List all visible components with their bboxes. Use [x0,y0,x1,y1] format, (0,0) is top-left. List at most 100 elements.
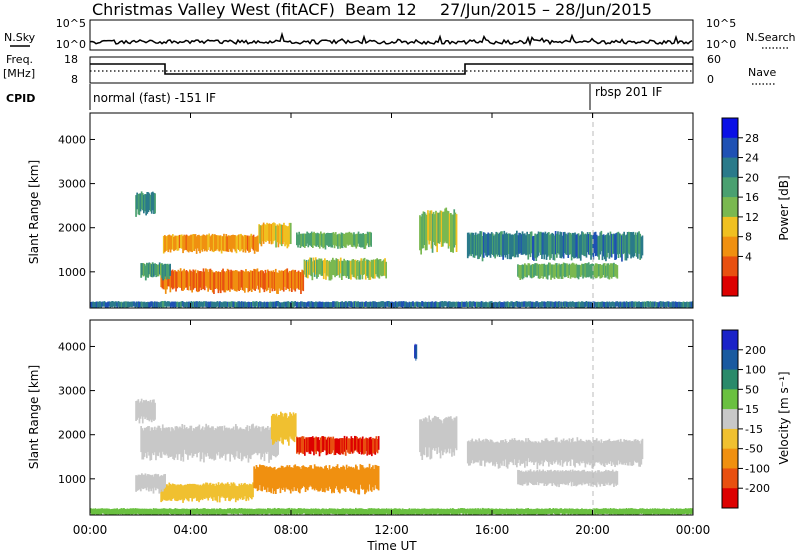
echo-cell [519,265,522,280]
freq-tick-bottom: 8 [71,73,78,86]
echo-cell [154,301,156,308]
echo-cell [437,302,439,308]
echo-cell [453,508,455,515]
echo-cell [559,442,562,466]
echo-cell [219,426,221,459]
echo-cell [269,223,272,242]
echo-cell [256,236,258,252]
echo-cell [574,302,576,308]
echo-cell [266,222,268,241]
echo-cell [317,233,320,247]
echo-cell [176,426,179,460]
echo-cell [465,301,468,307]
echo-cell [434,508,437,515]
echo-cell [204,484,206,499]
echo-cell [466,232,469,259]
echo-cell [168,427,171,457]
echo-cell [117,301,120,307]
echo-cell [369,468,372,491]
echo-cell [646,301,648,307]
echo-cell [609,302,612,308]
echo-cell [635,440,638,463]
velocity-colorbar-label: Velocity [m s⁻¹] [777,371,791,464]
echo-cell [350,508,353,515]
echo-cell [106,302,108,308]
echo-cell [647,509,649,515]
echo-cell [608,509,611,515]
nsky-tick-bottom: 10^0 [56,38,86,51]
echo-cell [254,509,257,515]
echo-cell [167,301,170,307]
echo-cell [204,508,206,514]
echo-cell [479,508,482,515]
echo-cell [556,437,558,461]
echo-cell [623,508,625,514]
echo-cell [163,269,166,290]
echo-cell [599,442,602,464]
echo-cell [544,470,547,484]
echo-cell [645,509,647,515]
velocity-colorbar-frame [721,329,739,509]
echo-cell [302,508,305,514]
echo-cell [562,509,565,514]
echo-cell [236,270,238,292]
echo-cell [364,233,367,249]
echo-cell [410,508,413,515]
cpid-mode-2: rbsp 201 IF [595,85,662,99]
echo-cell [370,259,373,277]
echo-cell [377,466,380,491]
echo-cell [290,413,292,439]
echo-cell [317,466,319,492]
echo-cell [360,301,363,308]
echo-cell [168,264,170,279]
echo-cell [112,508,115,515]
echo-cell [195,484,198,501]
echo-cell [603,508,606,514]
echo-cell [667,301,670,308]
echo-cell [445,417,448,454]
echo-cell [372,465,374,488]
echo-cell [557,508,559,515]
echo-cell [366,509,369,515]
echo-cell [424,301,427,308]
echo-cell [501,302,503,307]
echo-cell [610,301,613,308]
echo-cell [168,508,171,514]
echo-cell [398,508,401,514]
echo-cell [252,423,254,455]
echo-cell [609,263,612,278]
echo-cell [352,234,354,248]
echo-cell [270,270,272,289]
echo-cell [437,417,440,448]
echo-cell [364,438,366,454]
echo-cell [546,470,549,485]
echo-cell [242,236,245,253]
echo-cell [211,426,213,460]
echo-cell [357,438,360,453]
echo-cell [586,440,589,465]
echo-cell [332,301,334,308]
echo-cell [133,508,136,514]
echo-cell [497,233,500,255]
echo-cell [466,508,469,514]
echo-cell [522,441,525,463]
echo-cell [366,301,369,308]
echo-cell [239,508,242,514]
echo-cell [347,232,350,246]
echo-cell [637,439,639,463]
echo-cell [614,440,616,467]
echo-cell [522,233,525,255]
echo-cell [603,440,606,467]
echo-cell [618,508,621,515]
echo-cell [656,302,659,308]
echo-cell [239,234,241,252]
echo-cell [417,508,420,515]
echo-cell [324,436,327,451]
echo-cell [576,233,579,259]
echo-cell [470,440,472,464]
echo-cell [376,508,379,515]
echo-cell [238,428,241,459]
echo-cell [536,301,539,307]
echo-cell [147,509,149,515]
echo-cell [375,465,378,489]
